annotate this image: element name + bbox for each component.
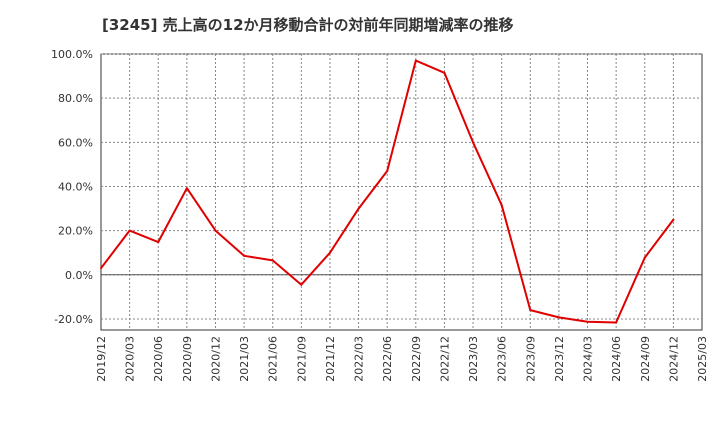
data-point — [100, 267, 102, 270]
x-tick-label: 2024/12 — [667, 336, 680, 382]
data-point — [128, 229, 131, 232]
data-point — [243, 254, 246, 257]
x-tick-label: 2020/09 — [181, 336, 194, 382]
x-tick-label: 2022/06 — [381, 336, 394, 382]
x-tick-label: 2019/12 — [95, 336, 108, 382]
y-tick-label: 0.0% — [65, 269, 93, 282]
y-tick-label: -20.0% — [54, 313, 93, 326]
x-tick-label: 2020/06 — [152, 336, 165, 382]
data-point — [500, 204, 503, 207]
x-tick-label: 2020/03 — [124, 336, 137, 382]
x-tick-label: 2023/03 — [467, 336, 480, 382]
x-tick-label: 2021/03 — [238, 336, 251, 382]
x-tick-label: 2024/03 — [582, 336, 595, 382]
data-point — [643, 256, 646, 259]
data-point — [214, 229, 217, 232]
y-tick-label: 80.0% — [58, 92, 93, 105]
x-tick-label: 2021/09 — [295, 336, 308, 382]
data-point — [328, 251, 331, 254]
data-point — [615, 321, 618, 324]
data-point — [472, 141, 475, 144]
data-point — [443, 71, 446, 74]
data-point — [386, 170, 389, 173]
x-tick-label: 2022/03 — [353, 336, 366, 382]
chart-title: [3245] 売上高の12か月移動合計の対前年同期増減率の推移 — [102, 16, 514, 34]
x-tick-label: 2023/06 — [496, 336, 509, 382]
data-point — [185, 187, 188, 190]
x-tick-label: 2021/06 — [267, 336, 280, 382]
x-tick-label: 2025/03 — [696, 336, 709, 382]
y-tick-label: 100.0% — [51, 48, 93, 61]
x-tick-label: 2021/12 — [324, 336, 337, 382]
data-point — [557, 316, 560, 319]
data-point — [357, 207, 360, 210]
x-tick-label: 2024/06 — [610, 336, 623, 382]
y-tick-label: 20.0% — [58, 225, 93, 238]
plot-frame — [100, 53, 703, 331]
x-tick-label: 2023/12 — [553, 336, 566, 382]
y-tick-label: 40.0% — [58, 180, 93, 193]
data-point — [300, 283, 303, 286]
y-tick-label: 60.0% — [58, 136, 93, 149]
data-point — [586, 320, 589, 323]
data-point — [271, 259, 274, 262]
x-tick-label: 2020/12 — [209, 336, 222, 382]
x-tick-label: 2023/09 — [524, 336, 537, 382]
x-tick-label: 2024/09 — [639, 336, 652, 382]
data-point — [672, 218, 675, 221]
x-tick-label: 2022/12 — [438, 336, 451, 382]
data-point — [157, 241, 160, 244]
x-tick-label: 2022/09 — [410, 336, 423, 382]
data-point — [414, 59, 417, 62]
data-point — [529, 309, 532, 312]
